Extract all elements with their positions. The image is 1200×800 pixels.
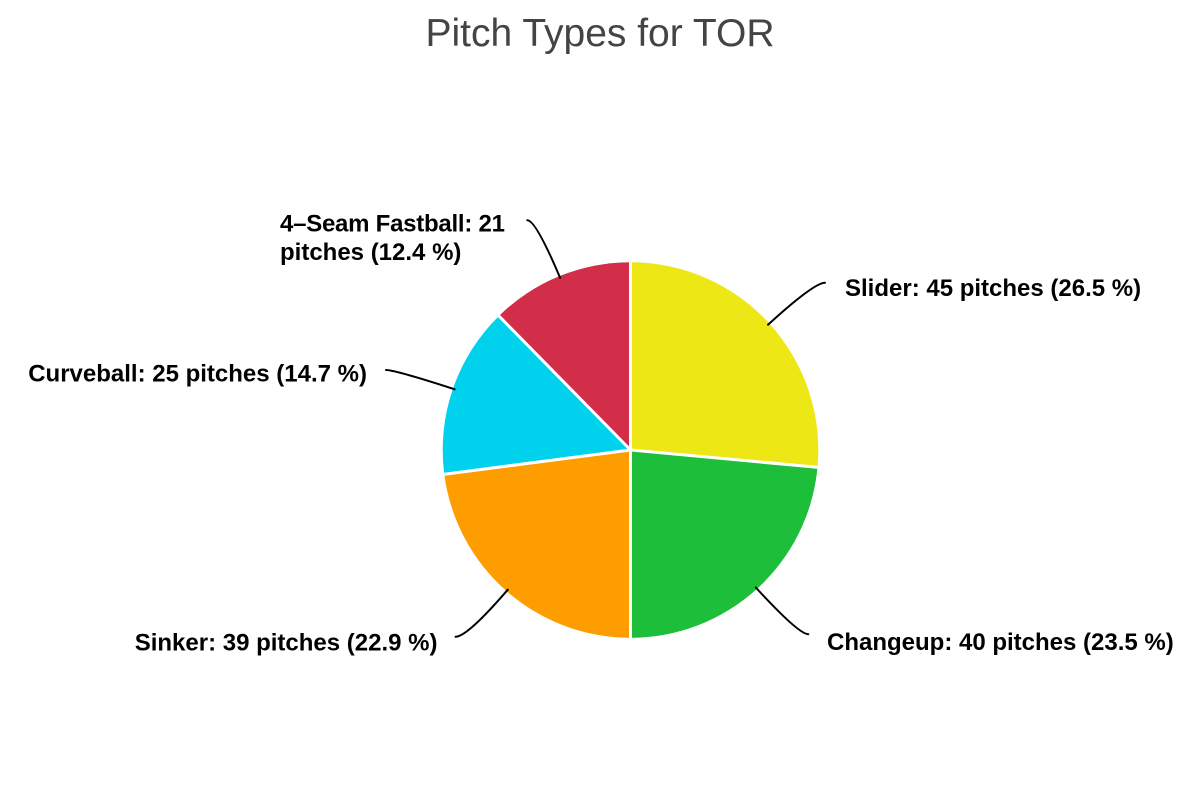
svg-text:Curveball: 25 pitches (14.7 %): Curveball: 25 pitches (14.7 %) (28, 360, 367, 387)
svg-text:Slider: 45 pitches (26.5 %): Slider: 45 pitches (26.5 %) (845, 275, 1141, 302)
svg-text:4–Seam Fastball: 21: 4–Seam Fastball: 21 (280, 211, 505, 238)
svg-text:pitches (12.4 %): pitches (12.4 %) (280, 239, 461, 266)
svg-text:Pitch Types for TOR: Pitch Types for TOR (426, 12, 775, 55)
svg-text:Changeup: 40 pitches (23.5 %): Changeup: 40 pitches (23.5 %) (827, 629, 1174, 656)
svg-text:Sinker: 39 pitches (22.9 %): Sinker: 39 pitches (22.9 %) (135, 629, 438, 656)
